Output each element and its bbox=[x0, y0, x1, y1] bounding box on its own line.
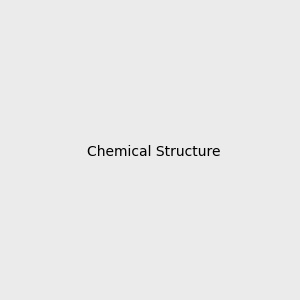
Text: Chemical Structure: Chemical Structure bbox=[87, 145, 220, 158]
